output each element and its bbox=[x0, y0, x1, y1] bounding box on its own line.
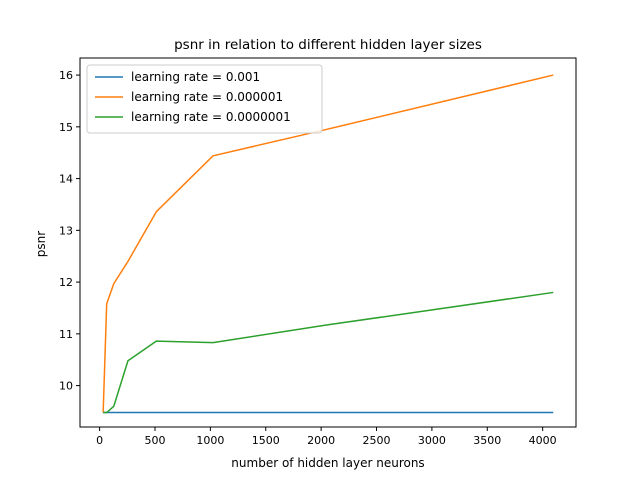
x-tick-label: 1500 bbox=[252, 434, 280, 447]
series-lines bbox=[102, 74, 554, 414]
y-tick-label: 12 bbox=[59, 276, 73, 289]
legend-box bbox=[86, 64, 323, 134]
chart-title: psnr in relation to different hidden lay… bbox=[174, 37, 482, 53]
x-tick-label: 0 bbox=[96, 434, 103, 447]
y-axis-ticks: 10 11 12 13 14 15 16 bbox=[59, 69, 80, 393]
legend-entry-label: learning rate = 0.000001 bbox=[131, 90, 283, 104]
y-axis-label: psnr bbox=[34, 231, 48, 257]
x-tick-label: 500 bbox=[144, 434, 165, 447]
legend: learning rate = 0.001 learning rate = 0.0… bbox=[86, 64, 323, 134]
legend-entry-label: learning rate = 0.001 bbox=[131, 70, 260, 84]
y-tick-label: 11 bbox=[59, 328, 73, 341]
y-tick-label: 15 bbox=[59, 121, 73, 134]
x-tick-label: 4000 bbox=[529, 434, 557, 447]
y-tick-label: 13 bbox=[59, 224, 73, 237]
series-line-1 bbox=[102, 74, 554, 413]
series-line-2 bbox=[103, 291, 554, 414]
x-tick-label: 1000 bbox=[196, 434, 224, 447]
x-axis-label: number of hidden layer neurons bbox=[231, 456, 424, 470]
x-tick-label: 2500 bbox=[363, 434, 391, 447]
y-tick-label: 16 bbox=[59, 69, 73, 82]
x-tick-label: 3000 bbox=[418, 434, 446, 447]
legend-entry-label: learning rate = 0.0000001 bbox=[131, 110, 291, 124]
plot-frame bbox=[79, 57, 577, 428]
x-tick-label: 3500 bbox=[473, 434, 501, 447]
y-tick-label: 10 bbox=[59, 380, 73, 393]
x-tick-label: 2000 bbox=[307, 434, 335, 447]
y-tick-label: 14 bbox=[59, 173, 73, 186]
x-axis-ticks: 0 500 1000 1500 2000 2500 3000 3500 4000 bbox=[96, 427, 557, 447]
